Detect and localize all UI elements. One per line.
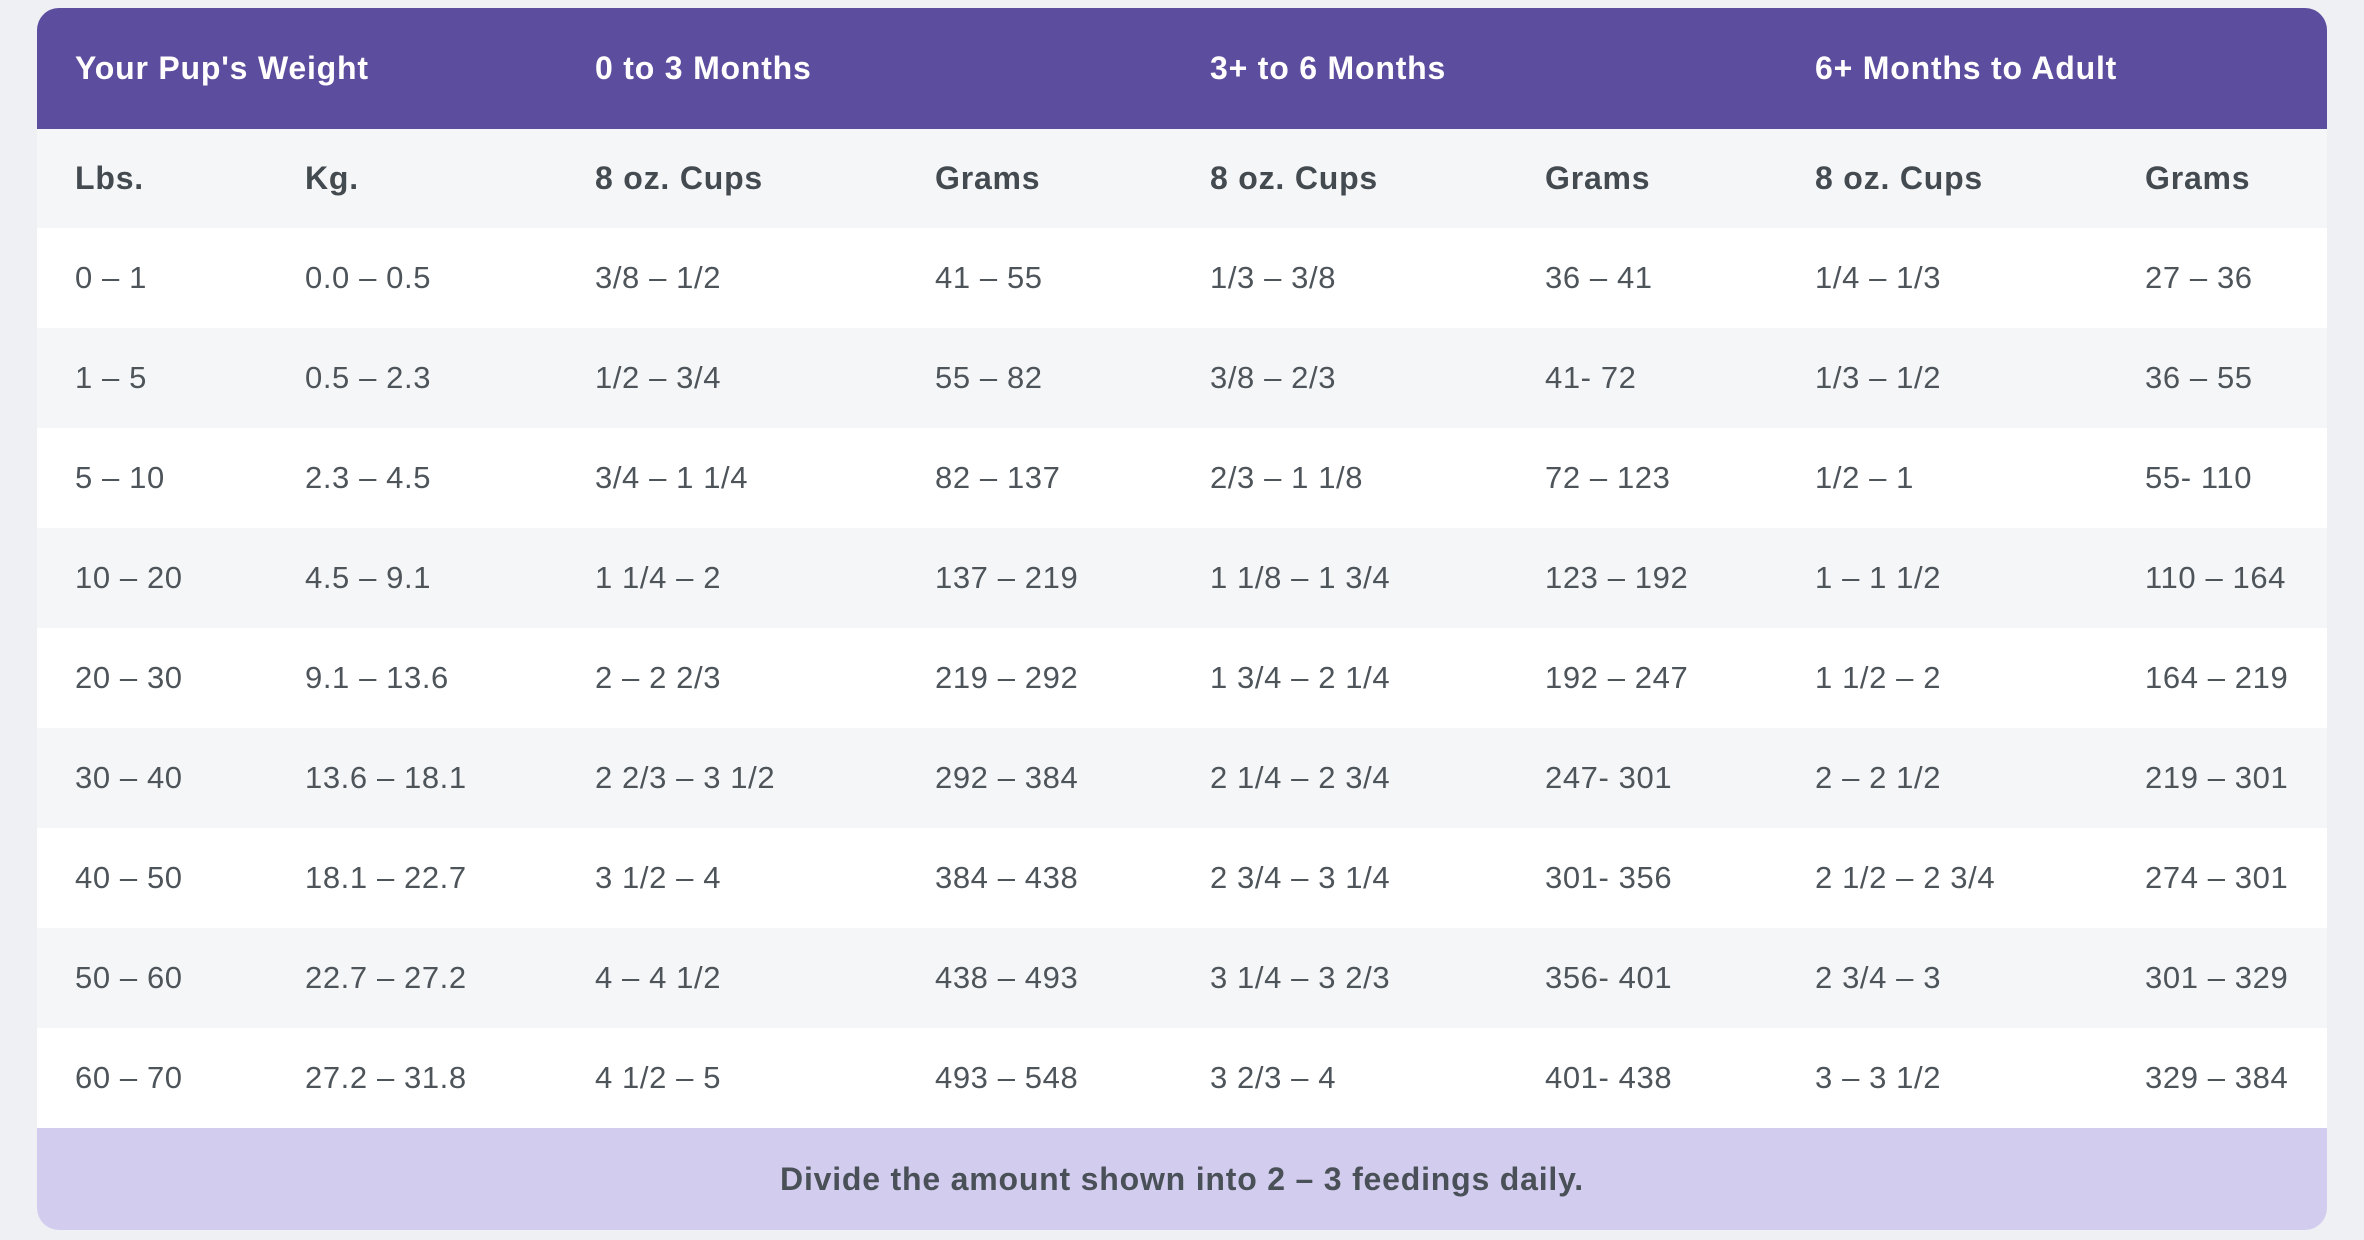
table-cell: 36 – 55 bbox=[2145, 360, 2253, 395]
table-row: 20 – 30 9.1 – 13.6 2 – 2 2/3 219 – 292 1… bbox=[37, 628, 2327, 728]
table-cell: 10 – 20 bbox=[75, 560, 183, 595]
footer-row: Divide the amount shown into 2 – 3 feedi… bbox=[37, 1128, 2327, 1230]
table-cell: 2 – 2 2/3 bbox=[595, 660, 722, 695]
col-header-cups-1: 8 oz. Cups bbox=[557, 129, 897, 228]
table-cell: 1/3 – 1/2 bbox=[1815, 360, 1942, 395]
table-cell: 1 – 1 1/2 bbox=[1815, 560, 1942, 595]
table-cell: 2 3/4 – 3 1/4 bbox=[1210, 860, 1391, 895]
table-cell: 3 1/2 – 4 bbox=[595, 860, 722, 895]
table-row: 0 – 1 0.0 – 0.5 3/8 – 1/2 41 – 55 1/3 – … bbox=[37, 228, 2327, 328]
table-cell: 55 – 82 bbox=[935, 360, 1043, 395]
table-cell: 438 – 493 bbox=[935, 960, 1079, 995]
table-cell: 27 – 36 bbox=[2145, 260, 2253, 295]
table-cell: 22.7 – 27.2 bbox=[305, 960, 467, 995]
table-cell: 1/2 – 3/4 bbox=[595, 360, 722, 395]
table-cell: 2 2/3 – 3 1/2 bbox=[595, 760, 776, 795]
col-header-lbs: Lbs. bbox=[37, 129, 267, 228]
group-header-row: Your Pup's Weight 0 to 3 Months 3+ to 6 … bbox=[37, 8, 2327, 129]
table-cell: 2.3 – 4.5 bbox=[305, 460, 432, 495]
table-cell: 0.0 – 0.5 bbox=[305, 260, 432, 295]
table-cell: 0.5 – 2.3 bbox=[305, 360, 432, 395]
table-cell: 1 1/8 – 1 3/4 bbox=[1210, 560, 1391, 595]
table-cell: 4 – 4 1/2 bbox=[595, 960, 722, 995]
table-row: 40 – 50 18.1 – 22.7 3 1/2 – 4 384 – 438 … bbox=[37, 828, 2327, 928]
column-header-row: Lbs. Kg. 8 oz. Cups Grams 8 oz. Cups Gra… bbox=[37, 129, 2327, 228]
table-cell: 137 – 219 bbox=[935, 560, 1079, 595]
table-cell: 356- 401 bbox=[1545, 960, 1673, 995]
table-cell: 3 – 3 1/2 bbox=[1815, 1060, 1942, 1095]
table-cell: 3/8 – 1/2 bbox=[595, 260, 722, 295]
group-header-6-months-adult: 6+ Months to Adult bbox=[1777, 8, 2327, 129]
table-cell: 1 1/2 – 2 bbox=[1815, 660, 1942, 695]
table-cell: 3/8 – 2/3 bbox=[1210, 360, 1337, 395]
table-cell: 4 1/2 – 5 bbox=[595, 1060, 722, 1095]
table-cell: 36 – 41 bbox=[1545, 260, 1653, 295]
feeding-chart-table: Your Pup's Weight 0 to 3 Months 3+ to 6 … bbox=[37, 8, 2327, 1230]
table-row: 10 – 20 4.5 – 9.1 1 1/4 – 2 137 – 219 1 … bbox=[37, 528, 2327, 628]
table-cell: 219 – 301 bbox=[2145, 760, 2289, 795]
table-cell: 1/4 – 1/3 bbox=[1815, 260, 1942, 295]
col-header-kg: Kg. bbox=[267, 129, 557, 228]
table-cell: 2 – 2 1/2 bbox=[1815, 760, 1942, 795]
table-cell: 2/3 – 1 1/8 bbox=[1210, 460, 1364, 495]
table-cell: 18.1 – 22.7 bbox=[305, 860, 467, 895]
table-cell: 27.2 – 31.8 bbox=[305, 1060, 467, 1095]
table-cell: 301 – 329 bbox=[2145, 960, 2289, 995]
table-cell: 274 – 301 bbox=[2145, 860, 2289, 895]
table-cell: 82 – 137 bbox=[935, 460, 1061, 495]
table-cell: 4.5 – 9.1 bbox=[305, 560, 432, 595]
table-cell: 2 1/4 – 2 3/4 bbox=[1210, 760, 1391, 795]
table-cell: 401- 438 bbox=[1545, 1060, 1673, 1095]
col-header-grams-2: Grams bbox=[1507, 129, 1778, 228]
table-row: 50 – 60 22.7 – 27.2 4 – 4 1/2 438 – 493 … bbox=[37, 928, 2327, 1028]
table-cell: 247- 301 bbox=[1545, 760, 1673, 795]
table-cell: 20 – 30 bbox=[75, 660, 183, 695]
table-cell: 55- 110 bbox=[2145, 460, 2253, 495]
table-row: 1 – 5 0.5 – 2.3 1/2 – 3/4 55 – 82 3/8 – … bbox=[37, 328, 2327, 428]
table-cell: 13.6 – 18.1 bbox=[305, 760, 467, 795]
table-cell: 192 – 247 bbox=[1545, 660, 1689, 695]
table-cell: 123 – 192 bbox=[1545, 560, 1689, 595]
table-cell: 3 1/4 – 3 2/3 bbox=[1210, 960, 1391, 995]
table-cell: 41- 72 bbox=[1545, 360, 1637, 395]
table-row: 60 – 70 27.2 – 31.8 4 1/2 – 5 493 – 548 … bbox=[37, 1028, 2327, 1128]
table-cell: 3 2/3 – 4 bbox=[1210, 1060, 1337, 1095]
table-cell: 301- 356 bbox=[1545, 860, 1673, 895]
table-cell: 164 – 219 bbox=[2145, 660, 2289, 695]
col-header-grams-3: Grams bbox=[2107, 129, 2327, 228]
table-cell: 2 1/2 – 2 3/4 bbox=[1815, 860, 1996, 895]
table-cell: 1/2 – 1 bbox=[1815, 460, 1915, 495]
group-header-pup-weight: Your Pup's Weight bbox=[37, 8, 557, 129]
table-cell: 30 – 40 bbox=[75, 760, 183, 795]
table-cell: 9.1 – 13.6 bbox=[305, 660, 449, 695]
col-header-cups-3: 8 oz. Cups bbox=[1777, 129, 2108, 228]
table-cell: 5 – 10 bbox=[75, 460, 165, 495]
table-row: 5 – 10 2.3 – 4.5 3/4 – 1 1/4 82 – 137 2/… bbox=[37, 428, 2327, 528]
table-cell: 219 – 292 bbox=[935, 660, 1079, 695]
table-cell: 1/3 – 3/8 bbox=[1210, 260, 1337, 295]
table-cell: 60 – 70 bbox=[75, 1060, 183, 1095]
table-cell: 40 – 50 bbox=[75, 860, 183, 895]
group-header-0-3-months: 0 to 3 Months bbox=[557, 8, 1172, 129]
table-cell: 493 – 548 bbox=[935, 1060, 1079, 1095]
table-cell: 1 3/4 – 2 1/4 bbox=[1210, 660, 1391, 695]
table-cell: 72 – 123 bbox=[1545, 460, 1671, 495]
table-cell: 2 3/4 – 3 bbox=[1815, 960, 1942, 995]
table-cell: 1 1/4 – 2 bbox=[595, 560, 722, 595]
group-header-3-6-months: 3+ to 6 Months bbox=[1172, 8, 1778, 129]
table-cell: 3/4 – 1 1/4 bbox=[595, 460, 749, 495]
table-cell: 50 – 60 bbox=[75, 960, 183, 995]
feeding-chart-card: Your Pup's Weight 0 to 3 Months 3+ to 6 … bbox=[37, 8, 2327, 1230]
col-header-grams-1: Grams bbox=[897, 129, 1172, 228]
table-cell: 384 – 438 bbox=[935, 860, 1079, 895]
table-cell: 0 – 1 bbox=[75, 260, 147, 295]
table-cell: 329 – 384 bbox=[2145, 1060, 2289, 1095]
table-row: 30 – 40 13.6 – 18.1 2 2/3 – 3 1/2 292 – … bbox=[37, 728, 2327, 828]
table-cell: 110 – 164 bbox=[2145, 560, 2287, 595]
table-cell: 41 – 55 bbox=[935, 260, 1043, 295]
table-cell: 1 – 5 bbox=[75, 360, 147, 395]
col-header-cups-2: 8 oz. Cups bbox=[1172, 129, 1507, 228]
table-cell: 292 – 384 bbox=[935, 760, 1079, 795]
footer-note: Divide the amount shown into 2 – 3 feedi… bbox=[37, 1128, 2327, 1230]
